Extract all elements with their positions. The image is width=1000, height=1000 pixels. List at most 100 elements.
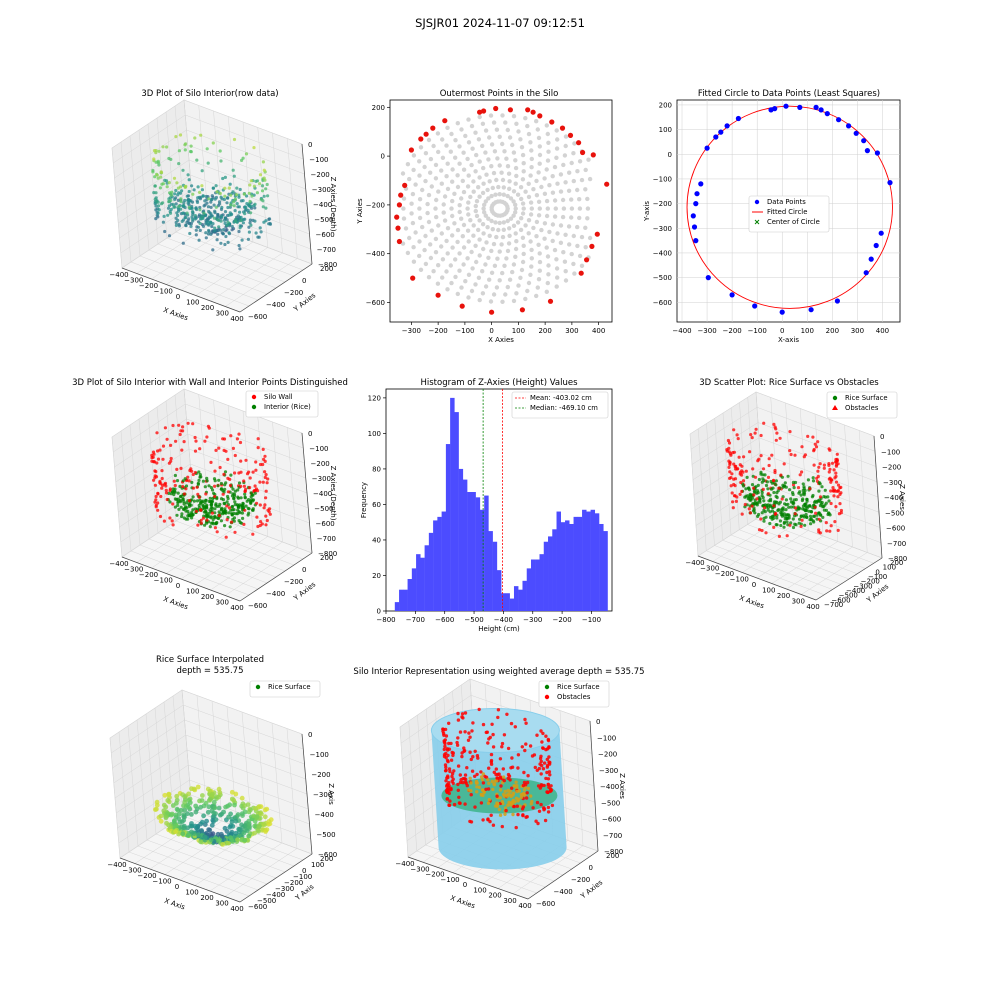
data-point bbox=[184, 184, 188, 188]
inner-point bbox=[562, 153, 568, 158]
z-tick-label: −300 bbox=[313, 791, 332, 799]
grid-line bbox=[154, 707, 166, 829]
data-point bbox=[203, 439, 207, 443]
inner-point bbox=[537, 206, 542, 211]
data-point bbox=[173, 197, 177, 201]
data-point bbox=[190, 480, 194, 484]
data-point bbox=[207, 484, 211, 488]
grid-line bbox=[225, 258, 298, 307]
inner-point bbox=[506, 241, 512, 246]
data-point bbox=[481, 781, 486, 785]
data-point bbox=[220, 205, 224, 210]
surface-point bbox=[219, 834, 225, 839]
data-point bbox=[190, 516, 194, 520]
data-point bbox=[827, 462, 831, 466]
histogram-bar bbox=[582, 509, 587, 611]
data-point bbox=[244, 458, 248, 462]
inner-point bbox=[466, 117, 471, 122]
chart-title: Outermost Points in the Silo bbox=[440, 89, 559, 99]
data-point bbox=[812, 463, 816, 467]
data-point bbox=[765, 503, 769, 508]
data-point bbox=[497, 807, 502, 812]
data-point bbox=[463, 773, 468, 777]
data-point bbox=[808, 504, 812, 508]
data-point bbox=[776, 508, 780, 513]
inner-point bbox=[490, 185, 495, 191]
inner-point bbox=[484, 172, 489, 177]
data-point bbox=[770, 517, 774, 521]
grid-line bbox=[183, 99, 195, 221]
data-point bbox=[818, 107, 824, 113]
inner-point bbox=[544, 245, 549, 250]
inner-point bbox=[503, 120, 508, 125]
data-point bbox=[486, 817, 490, 821]
inner-point bbox=[519, 216, 524, 221]
outer-point bbox=[423, 131, 429, 137]
data-point bbox=[501, 775, 506, 779]
data-point bbox=[173, 473, 177, 478]
data-point bbox=[232, 174, 236, 178]
data-point bbox=[490, 779, 494, 784]
surface-point bbox=[264, 827, 270, 832]
data-point bbox=[775, 500, 779, 505]
data-point bbox=[834, 480, 839, 484]
inner-point bbox=[440, 137, 445, 142]
data-point bbox=[181, 211, 185, 215]
data-point bbox=[515, 789, 519, 794]
z-tick-label: −600 bbox=[602, 816, 621, 824]
x-tick-label: 100 bbox=[801, 327, 814, 335]
inner-point bbox=[417, 159, 422, 164]
data-point bbox=[251, 532, 255, 536]
inner-point bbox=[455, 227, 461, 233]
data-point bbox=[197, 470, 201, 474]
data-point bbox=[477, 707, 481, 712]
inner-point bbox=[511, 262, 517, 267]
data-point bbox=[229, 434, 233, 438]
inner-point bbox=[521, 161, 526, 166]
surface-point bbox=[199, 819, 205, 825]
inner-point bbox=[466, 200, 471, 205]
outer-point bbox=[578, 270, 584, 276]
data-point bbox=[225, 223, 229, 228]
grid-line bbox=[771, 541, 838, 584]
surface-point bbox=[162, 792, 168, 798]
inner-point bbox=[520, 152, 526, 158]
data-point bbox=[777, 486, 781, 490]
surface-point bbox=[217, 812, 223, 818]
inner-point bbox=[476, 137, 482, 142]
inner-point bbox=[423, 261, 429, 267]
grid-line bbox=[165, 111, 177, 233]
data-point bbox=[241, 199, 245, 203]
data-point bbox=[536, 784, 541, 788]
y-tick-label: −600 bbox=[653, 299, 672, 307]
data-point bbox=[189, 144, 193, 148]
data-point bbox=[156, 449, 160, 453]
data-point bbox=[868, 256, 874, 262]
inner-point bbox=[481, 181, 486, 186]
inner-point bbox=[537, 161, 542, 166]
inner-point bbox=[433, 250, 439, 255]
data-point bbox=[750, 436, 754, 440]
surface-point bbox=[239, 822, 245, 828]
data-point bbox=[193, 136, 197, 140]
inner-point bbox=[558, 189, 564, 194]
data-point bbox=[546, 777, 551, 781]
surface-point bbox=[246, 821, 252, 827]
data-point bbox=[521, 813, 525, 817]
data-point bbox=[184, 487, 188, 491]
data-point bbox=[261, 160, 265, 164]
outer-point bbox=[477, 109, 483, 115]
inner-point bbox=[477, 114, 482, 120]
data-point bbox=[258, 182, 262, 186]
data-point bbox=[788, 449, 792, 453]
data-point bbox=[727, 441, 732, 445]
inner-point bbox=[577, 159, 583, 164]
data-point bbox=[173, 505, 177, 509]
data-point bbox=[816, 469, 820, 473]
grid-line bbox=[155, 833, 277, 879]
data-point bbox=[523, 717, 527, 722]
histogram-bar bbox=[458, 468, 464, 611]
data-point bbox=[487, 781, 491, 786]
legend-marker bbox=[544, 694, 550, 700]
